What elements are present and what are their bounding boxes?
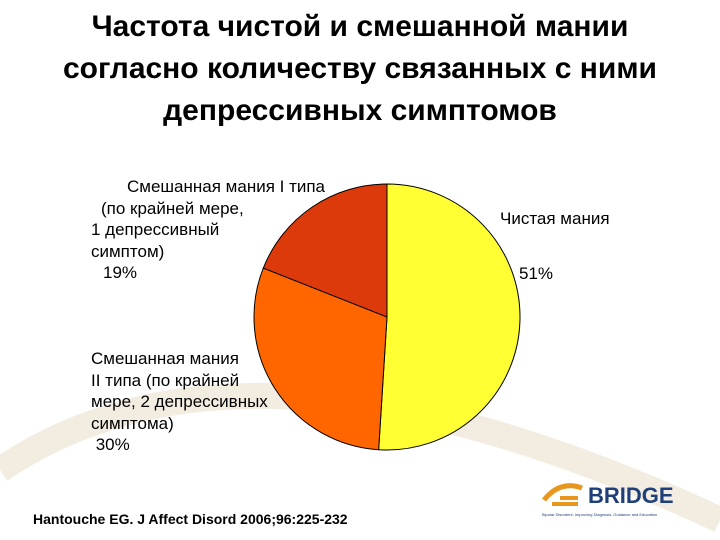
slice-value: 19% — [103, 263, 138, 282]
bridge-logo: BRIDGE Bipolar Disorders: Improving Diag… — [542, 483, 674, 517]
slice-value: 30% — [91, 435, 130, 454]
pie-slice-pure-mania — [378, 183, 521, 451]
slice-label-pure-mania: Чистая мания — [500, 208, 610, 230]
pie-slice-mixed-mania-type-1 — [262, 183, 388, 318]
slice-label-line: (по крайней мере, — [101, 198, 244, 218]
title-line: Частота чистой и смешанной мании — [91, 10, 629, 43]
slice-label-line: 1 депрессивный — [91, 220, 220, 239]
svg-text:BRIDGE: BRIDGE — [588, 483, 674, 508]
pie-slice-mixed-mania-type-2 — [253, 267, 388, 451]
title-line: согласно количеству связанных с ними — [63, 52, 657, 85]
slice-label-mixed-mania-type-1: Смешанная мания I типа (по крайней мере,… — [91, 176, 325, 284]
title-line: депрессивных симптомов — [163, 94, 557, 127]
slice-value: 51% — [519, 264, 554, 283]
slice-label-line: Чистая мания — [500, 209, 610, 228]
slice-label-line: Смешанная мания — [91, 349, 239, 368]
slice-label-line: мере, 2 депрессивных — [91, 392, 268, 411]
slice-label-line: симптом) — [91, 241, 165, 261]
slice-label-mixed-mania-type-2: Смешанная мания II типа (по крайней мере… — [91, 348, 268, 456]
slice-value-pure-mania: 51% — [519, 263, 553, 285]
slice-label-line: II типа (по крайней — [91, 370, 240, 390]
slice-label-line: Смешанная мания I типа — [127, 177, 326, 196]
slice-label-line: симптома) — [91, 413, 174, 433]
slide-title: Частота чистой и смешанной мании согласн… — [20, 6, 700, 132]
svg-text:Bipolar Disorders: Improving D: Bipolar Disorders: Improving Diagnosis, … — [542, 512, 657, 517]
citation: Hantouche EG. J Affect Disord 2006;96:22… — [33, 511, 348, 527]
